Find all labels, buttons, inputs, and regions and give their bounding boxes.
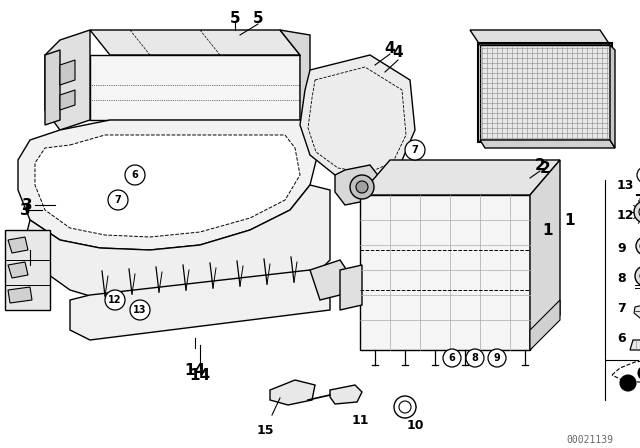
Text: 3: 3 <box>22 198 33 212</box>
Polygon shape <box>60 90 75 110</box>
Text: 11: 11 <box>351 414 369 426</box>
Text: 5: 5 <box>230 10 240 26</box>
Circle shape <box>108 190 128 210</box>
Circle shape <box>405 140 425 160</box>
Circle shape <box>105 290 125 310</box>
Circle shape <box>356 181 368 193</box>
Polygon shape <box>70 270 330 340</box>
Polygon shape <box>330 385 362 404</box>
Polygon shape <box>18 120 320 250</box>
Text: 5: 5 <box>253 10 263 26</box>
Polygon shape <box>5 230 50 310</box>
Circle shape <box>634 201 640 223</box>
Circle shape <box>635 266 640 286</box>
Polygon shape <box>90 55 300 120</box>
Text: 12: 12 <box>108 295 122 305</box>
Polygon shape <box>634 304 640 318</box>
Text: 12: 12 <box>617 208 634 221</box>
Polygon shape <box>630 340 640 350</box>
Polygon shape <box>340 265 362 310</box>
Text: 4: 4 <box>385 40 396 56</box>
Polygon shape <box>530 160 560 350</box>
Polygon shape <box>60 60 75 85</box>
Text: 1: 1 <box>564 212 575 228</box>
Text: 3: 3 <box>20 202 31 217</box>
Text: 6: 6 <box>449 353 456 363</box>
Text: 13: 13 <box>617 178 634 191</box>
Polygon shape <box>25 185 330 310</box>
Circle shape <box>394 396 416 418</box>
Polygon shape <box>45 50 60 125</box>
Text: 7: 7 <box>617 302 626 314</box>
Polygon shape <box>480 140 615 148</box>
Polygon shape <box>45 30 90 130</box>
Polygon shape <box>90 30 300 55</box>
Circle shape <box>125 165 145 185</box>
Polygon shape <box>470 30 610 45</box>
Text: 14: 14 <box>184 362 205 378</box>
Circle shape <box>130 300 150 320</box>
Text: 9: 9 <box>617 241 626 254</box>
Circle shape <box>488 349 506 367</box>
Polygon shape <box>480 45 610 140</box>
Text: 6: 6 <box>617 332 626 345</box>
Text: 2: 2 <box>534 158 545 172</box>
Circle shape <box>639 206 640 218</box>
Polygon shape <box>8 287 32 303</box>
Polygon shape <box>8 262 28 278</box>
Polygon shape <box>530 300 560 350</box>
Polygon shape <box>280 30 310 125</box>
Polygon shape <box>310 260 350 300</box>
Text: 14: 14 <box>189 367 211 383</box>
Polygon shape <box>360 160 560 195</box>
Text: 6: 6 <box>132 170 138 180</box>
Text: 1: 1 <box>543 223 553 237</box>
Text: 8: 8 <box>617 271 626 284</box>
Text: 7: 7 <box>412 145 419 155</box>
Polygon shape <box>335 165 380 205</box>
Text: 7: 7 <box>115 195 122 205</box>
Circle shape <box>636 237 640 255</box>
Circle shape <box>638 366 640 380</box>
Text: 8: 8 <box>472 353 479 363</box>
Polygon shape <box>360 195 530 350</box>
Text: 10: 10 <box>406 418 424 431</box>
Text: 4: 4 <box>393 44 403 60</box>
Text: 15: 15 <box>256 423 274 436</box>
Polygon shape <box>35 135 300 237</box>
Text: 2: 2 <box>540 160 550 176</box>
Text: 13: 13 <box>133 305 147 315</box>
Circle shape <box>620 375 636 391</box>
Circle shape <box>350 175 374 199</box>
Circle shape <box>466 349 484 367</box>
Polygon shape <box>300 55 415 180</box>
Polygon shape <box>8 237 28 253</box>
Circle shape <box>443 349 461 367</box>
Polygon shape <box>610 45 615 148</box>
Text: 9: 9 <box>493 353 500 363</box>
Circle shape <box>637 167 640 183</box>
Polygon shape <box>270 380 315 405</box>
Text: 00021139: 00021139 <box>566 435 614 445</box>
